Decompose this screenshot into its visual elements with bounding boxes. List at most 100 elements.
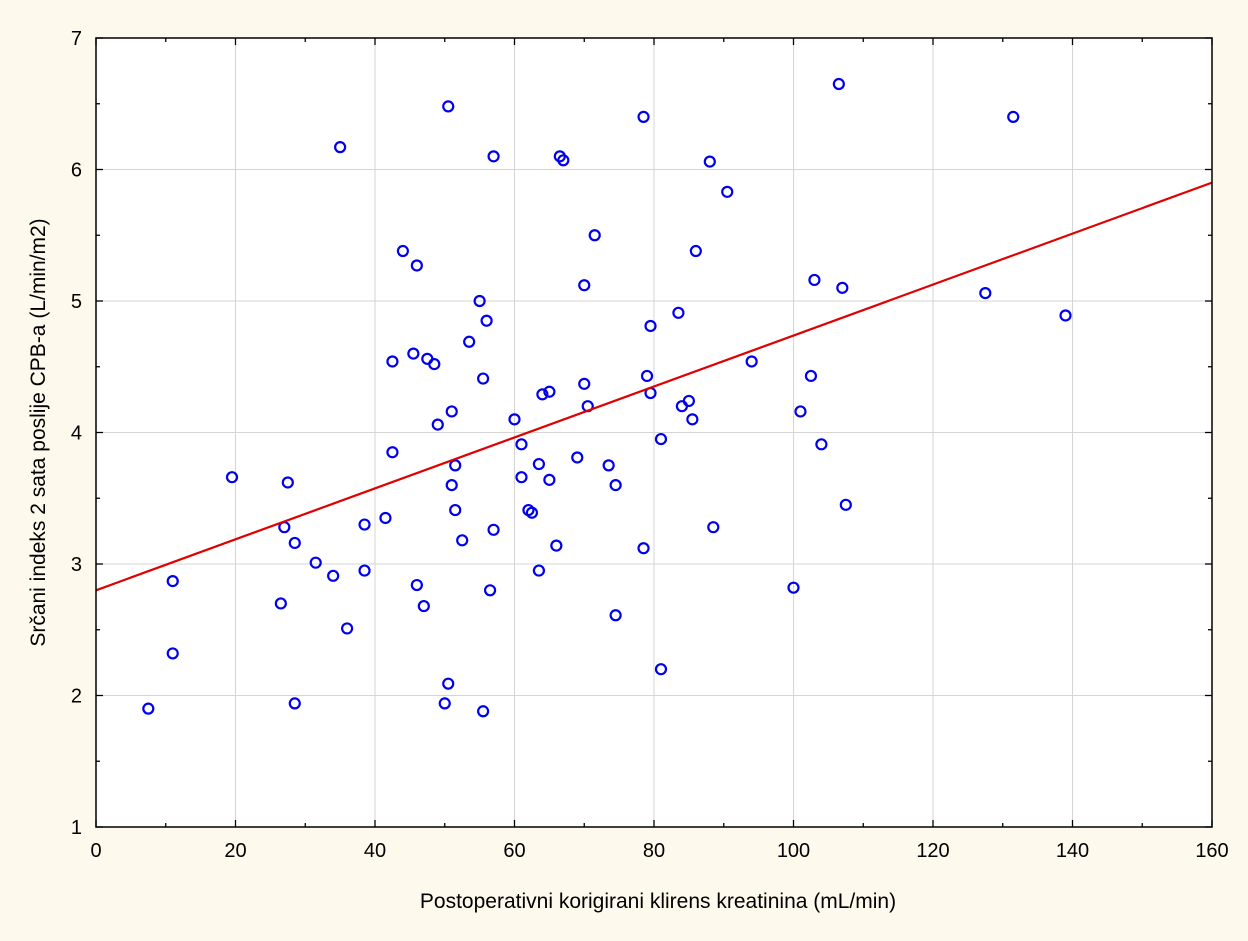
data-point (515, 438, 528, 451)
data-point (532, 564, 546, 577)
data-point (804, 369, 818, 383)
y-tick-label: 1 (71, 817, 82, 839)
data-point (1059, 309, 1072, 322)
data-point (543, 385, 556, 398)
data-point (449, 459, 462, 472)
data-point (442, 677, 455, 690)
data-point (571, 451, 584, 464)
x-tick-label: 0 (90, 840, 101, 862)
data-point (703, 155, 716, 168)
data-point (832, 77, 845, 91)
regression-line (95, 181, 1213, 592)
data-point (721, 185, 734, 198)
data-point (410, 578, 423, 592)
data-point (557, 154, 570, 167)
data-point (288, 697, 301, 710)
data-point (707, 521, 720, 534)
data-point (637, 110, 650, 124)
data-point (637, 542, 650, 555)
x-tick-label: 60 (503, 840, 525, 862)
data-point (445, 479, 458, 492)
data-point (477, 372, 490, 385)
data-point (532, 457, 546, 471)
data-point (686, 413, 699, 426)
data-point (787, 581, 800, 594)
x-tick-label: 100 (777, 840, 810, 862)
x-tick-label: 140 (1056, 840, 1089, 862)
data-point (682, 394, 695, 408)
data-point (550, 539, 563, 552)
data-point (672, 306, 685, 319)
grid (96, 38, 1212, 827)
data-point (142, 702, 155, 715)
data-point (445, 405, 458, 418)
data-point (386, 446, 399, 459)
x-tick-label: 20 (224, 840, 246, 862)
data-point (508, 413, 521, 426)
data-point (341, 622, 354, 635)
y-tick-label: 4 (71, 423, 82, 445)
tick-labels: 0 20 40 60 80 100 120 140 160 1 2 3 4 5 6 7 (71, 28, 1229, 862)
data-point (410, 259, 423, 272)
data-point (536, 388, 549, 401)
data-point (979, 287, 992, 300)
data-point (745, 355, 758, 368)
data-point (477, 705, 490, 718)
data-point (417, 599, 430, 613)
data-point (794, 405, 807, 418)
x-tick-label: 40 (364, 840, 386, 862)
y-axis-title: Srčani indeks 2 sata poslije CPB-a (L/mi… (27, 218, 50, 646)
x-tick-label: 160 (1195, 840, 1228, 862)
data-point (166, 574, 179, 588)
data-point (525, 506, 539, 519)
data-point (358, 564, 371, 577)
x-tick-label: 120 (916, 840, 949, 862)
y-tick-label: 3 (71, 554, 82, 576)
data-point (473, 294, 486, 308)
data-point (815, 438, 828, 451)
data-point (166, 647, 179, 660)
y-tick-label: 7 (71, 28, 82, 50)
data-point (609, 609, 622, 622)
data-point (334, 141, 347, 154)
data-point (578, 279, 591, 292)
data-point (578, 377, 591, 390)
data-point (480, 314, 493, 327)
data-point (281, 476, 294, 489)
data-point (602, 459, 615, 472)
data-point (487, 523, 500, 536)
data-point (644, 319, 657, 333)
data-point (379, 511, 392, 525)
data-point (396, 244, 409, 258)
data-point (407, 347, 420, 360)
data-point (808, 273, 821, 287)
data-point (640, 369, 654, 383)
data-point (483, 584, 497, 597)
data-point (654, 663, 668, 676)
data-point (386, 355, 399, 368)
data-point (428, 358, 441, 371)
data-point (588, 229, 601, 242)
data-point (654, 432, 668, 446)
data-point (836, 281, 849, 294)
y-tick-label: 2 (71, 686, 82, 708)
data-point (438, 697, 451, 710)
data-point (288, 536, 301, 550)
data-point (358, 518, 371, 531)
x-tick-label: 80 (643, 840, 665, 862)
data-point (839, 498, 852, 511)
data-point (543, 473, 556, 486)
data-point (609, 479, 622, 492)
data-point (449, 503, 462, 517)
data-point (309, 556, 322, 569)
data-point (327, 569, 340, 582)
y-tick-label: 6 (71, 160, 82, 182)
data-point (515, 471, 528, 484)
data-point (689, 244, 702, 258)
data-point (1007, 110, 1020, 124)
data-point (442, 100, 455, 113)
data-point (225, 471, 239, 484)
plot-frame (95, 37, 1213, 828)
